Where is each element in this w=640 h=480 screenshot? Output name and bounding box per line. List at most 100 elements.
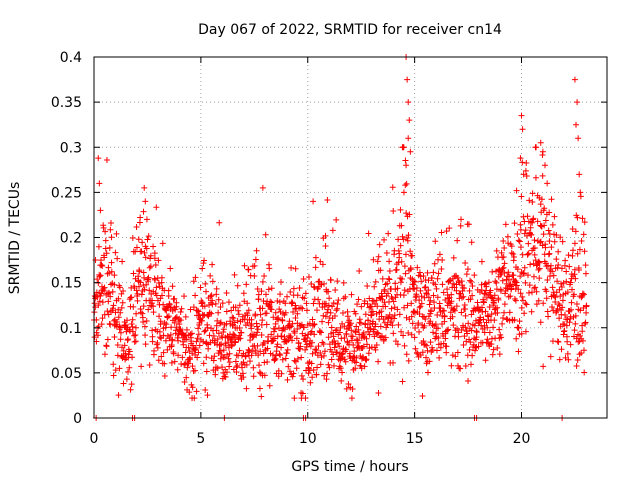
data-point <box>172 314 179 321</box>
data-point <box>458 294 465 301</box>
data-point <box>104 336 111 343</box>
data-point <box>561 312 568 319</box>
data-point <box>142 332 149 339</box>
data-point <box>462 324 469 331</box>
data-point <box>521 310 528 317</box>
data-point <box>245 346 252 353</box>
data-point <box>430 292 437 299</box>
data-point <box>363 356 370 363</box>
data-point <box>552 294 559 301</box>
data-point <box>392 280 399 287</box>
data-point <box>366 331 373 338</box>
data-point <box>378 290 385 297</box>
data-point <box>334 300 341 307</box>
data-point <box>517 221 524 228</box>
data-point <box>499 320 506 327</box>
data-point <box>143 318 150 325</box>
data-point <box>250 373 257 380</box>
data-point <box>165 293 172 300</box>
data-point <box>571 240 578 247</box>
data-point <box>244 312 251 319</box>
data-point <box>569 225 576 232</box>
data-point <box>276 351 283 358</box>
data-point <box>278 370 285 377</box>
data-point <box>405 99 412 106</box>
data-point <box>402 251 409 258</box>
data-point <box>493 247 500 254</box>
data-point <box>530 215 537 222</box>
data-point <box>340 295 347 302</box>
data-point <box>398 258 405 265</box>
data-point <box>131 332 138 339</box>
data-point <box>535 266 542 273</box>
data-point <box>212 300 219 307</box>
data-point <box>497 268 504 275</box>
data-point <box>548 303 555 310</box>
data-point <box>559 297 566 304</box>
data-point <box>189 350 196 357</box>
data-point <box>261 273 268 280</box>
data-point <box>407 265 414 272</box>
data-point <box>136 219 143 226</box>
data-point <box>524 213 531 220</box>
data-point <box>445 295 452 302</box>
data-point <box>330 362 337 369</box>
data-point <box>543 288 550 295</box>
data-point <box>422 316 429 323</box>
data-point <box>354 301 361 308</box>
data-point <box>427 297 434 304</box>
data-point <box>124 336 131 343</box>
data-point <box>150 243 157 250</box>
data-point <box>245 307 252 314</box>
data-point <box>263 310 270 317</box>
data-point <box>495 267 502 274</box>
data-point <box>264 359 271 366</box>
data-point <box>322 242 329 249</box>
data-point <box>467 296 474 303</box>
data-point <box>369 308 376 315</box>
data-point <box>382 334 389 341</box>
data-point <box>301 324 308 331</box>
data-point <box>94 294 101 301</box>
data-point <box>126 348 133 355</box>
data-point <box>222 340 229 347</box>
data-point <box>256 362 263 369</box>
data-point <box>531 237 538 244</box>
data-point <box>445 326 452 333</box>
data-point <box>359 344 366 351</box>
data-point <box>142 341 149 348</box>
data-point <box>490 299 497 306</box>
data-point <box>411 334 418 341</box>
data-point <box>259 317 266 324</box>
data-point <box>331 313 338 320</box>
data-point <box>102 228 109 235</box>
data-point <box>275 367 282 374</box>
data-point <box>534 218 541 225</box>
data-point <box>564 338 571 345</box>
data-point <box>332 287 339 294</box>
data-point <box>289 373 296 380</box>
data-point <box>545 313 552 320</box>
data-point <box>547 353 554 360</box>
data-point <box>269 351 276 358</box>
data-point <box>232 334 239 341</box>
data-point <box>165 313 172 320</box>
data-point <box>262 291 269 298</box>
data-point <box>325 302 332 309</box>
data-point <box>341 335 348 342</box>
data-point <box>151 250 158 257</box>
data-point <box>320 312 327 319</box>
data-point <box>243 361 250 368</box>
data-point <box>137 309 144 316</box>
data-point <box>353 354 360 361</box>
data-point <box>146 287 153 294</box>
data-point <box>501 301 508 308</box>
data-point <box>388 318 395 325</box>
data-point <box>501 309 508 316</box>
data-point <box>294 310 301 317</box>
data-point <box>325 319 332 326</box>
data-point <box>128 321 135 328</box>
x-tick-label: 15 <box>406 431 424 447</box>
data-point <box>560 280 567 287</box>
data-point <box>209 261 216 268</box>
